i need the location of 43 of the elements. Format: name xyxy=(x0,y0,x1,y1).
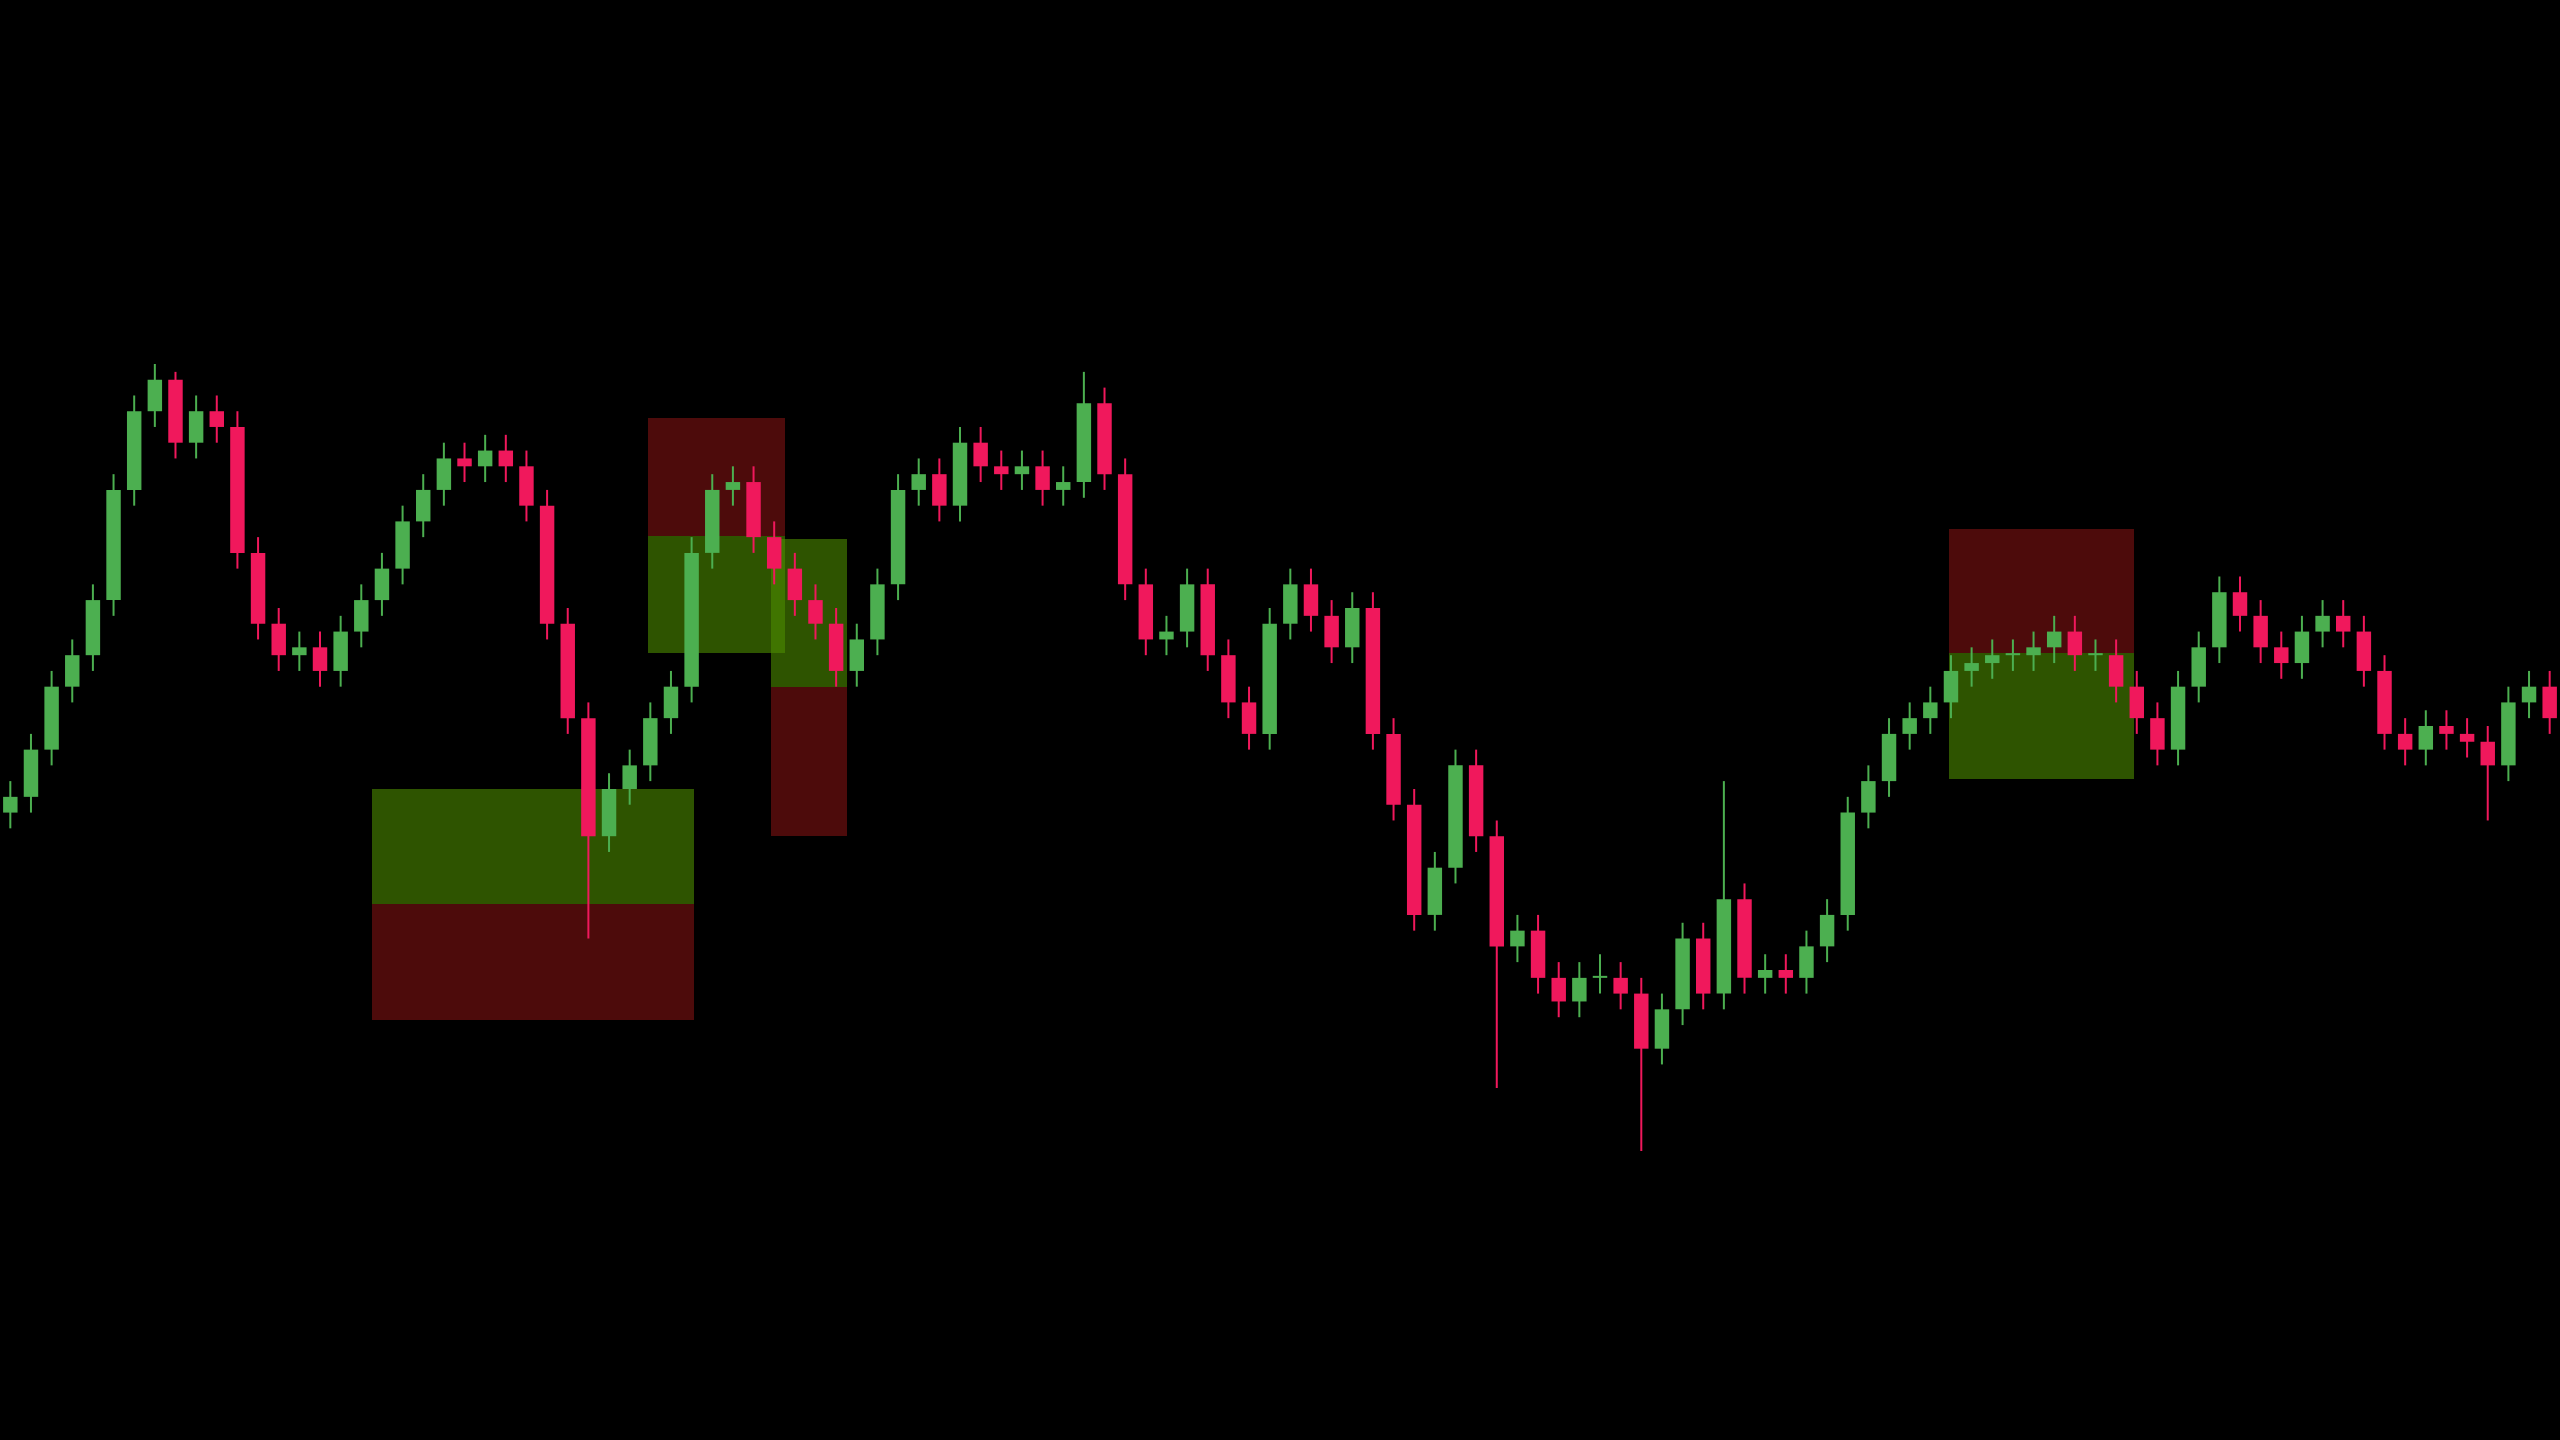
candlestick xyxy=(1572,961,1587,1019)
candlestick xyxy=(1985,638,2000,680)
candlestick xyxy=(2067,614,2083,672)
candlestick xyxy=(498,433,514,484)
candlestick xyxy=(2026,630,2041,672)
candlestick xyxy=(2521,669,2537,720)
candlestick xyxy=(1964,646,1979,688)
candlestick xyxy=(994,449,1009,491)
candlestick xyxy=(1551,961,1566,1019)
candlestick xyxy=(1778,953,1794,995)
candlestick xyxy=(2046,614,2062,665)
candlestick xyxy=(2232,575,2248,633)
candlestick xyxy=(457,441,472,484)
candlestick xyxy=(2459,717,2475,759)
candlestick xyxy=(312,630,328,688)
candlestick xyxy=(973,425,988,484)
candlestick xyxy=(2274,630,2289,680)
candlestick xyxy=(477,433,493,484)
candlestick xyxy=(622,748,637,806)
candlestick xyxy=(2005,638,2021,672)
candlestick xyxy=(1592,953,1608,995)
candlestick xyxy=(3,780,18,830)
candlestick xyxy=(1510,913,1525,964)
candlestick xyxy=(2088,638,2103,672)
candlestick xyxy=(1757,953,1773,995)
candlestick xyxy=(808,583,823,641)
candlestick xyxy=(2397,717,2413,767)
candlestick xyxy=(2336,599,2351,649)
candlestick xyxy=(2315,599,2330,649)
candlestick xyxy=(209,394,224,444)
candlestick xyxy=(1014,449,1030,491)
candlestick xyxy=(911,457,926,507)
candlestick xyxy=(1902,701,1917,751)
candlestick xyxy=(1056,465,1071,507)
candlestick xyxy=(1923,685,1938,735)
candlestick xyxy=(292,630,307,672)
candlestick xyxy=(2480,725,2495,822)
candlestick xyxy=(2439,709,2454,751)
candlestick xyxy=(1159,614,1174,657)
candlestick xyxy=(1613,961,1628,1011)
candlestick xyxy=(1035,449,1050,507)
candlestick xyxy=(2418,709,2434,767)
candlestick xyxy=(725,465,741,507)
